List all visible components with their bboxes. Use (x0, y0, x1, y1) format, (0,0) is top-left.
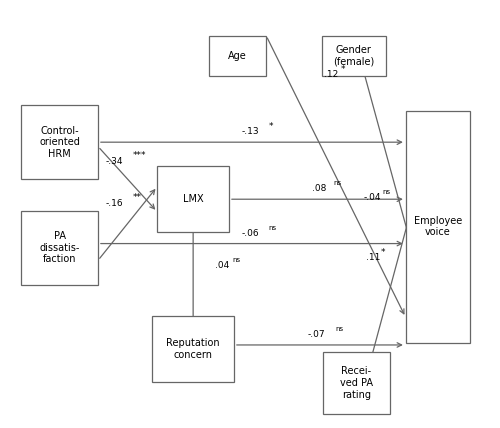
Text: Control-
oriented
HRM: Control- oriented HRM (39, 125, 80, 159)
Text: ns: ns (333, 180, 341, 186)
Text: *: * (340, 65, 345, 74)
Text: ns: ns (269, 225, 277, 231)
Text: -.06: -.06 (241, 229, 259, 238)
Text: *: * (268, 122, 273, 131)
Text: Recei-
ved PA
rating: Recei- ved PA rating (340, 366, 373, 400)
Text: .12: .12 (324, 70, 338, 79)
FancyBboxPatch shape (158, 166, 229, 232)
Text: ns: ns (232, 257, 241, 263)
FancyBboxPatch shape (406, 110, 470, 343)
Text: Age: Age (228, 51, 247, 61)
Text: ns: ns (336, 326, 344, 332)
Text: -.04: -.04 (364, 193, 381, 202)
FancyBboxPatch shape (209, 36, 266, 76)
Text: **: ** (133, 193, 142, 202)
Text: Reputation
concern: Reputation concern (166, 339, 220, 360)
Text: ***: *** (133, 151, 146, 160)
Text: .04: .04 (216, 261, 230, 270)
Text: -.34: -.34 (106, 157, 123, 166)
Text: -.16: -.16 (105, 199, 123, 208)
Text: LMX: LMX (183, 194, 204, 204)
FancyBboxPatch shape (22, 211, 98, 285)
FancyBboxPatch shape (22, 105, 98, 179)
Text: Employee
voice: Employee voice (414, 216, 462, 238)
FancyBboxPatch shape (152, 316, 234, 382)
Text: -.07: -.07 (308, 330, 326, 339)
Text: .08: .08 (312, 184, 326, 193)
Text: .11: .11 (366, 253, 380, 262)
Text: PA
dissatis-
faction: PA dissatis- faction (40, 231, 80, 265)
FancyBboxPatch shape (323, 352, 390, 413)
Text: ns: ns (382, 189, 390, 195)
Text: Gender
(female): Gender (female) (333, 45, 374, 66)
Text: *: * (381, 248, 386, 257)
Text: -.13: -.13 (241, 127, 259, 136)
FancyBboxPatch shape (322, 36, 386, 76)
